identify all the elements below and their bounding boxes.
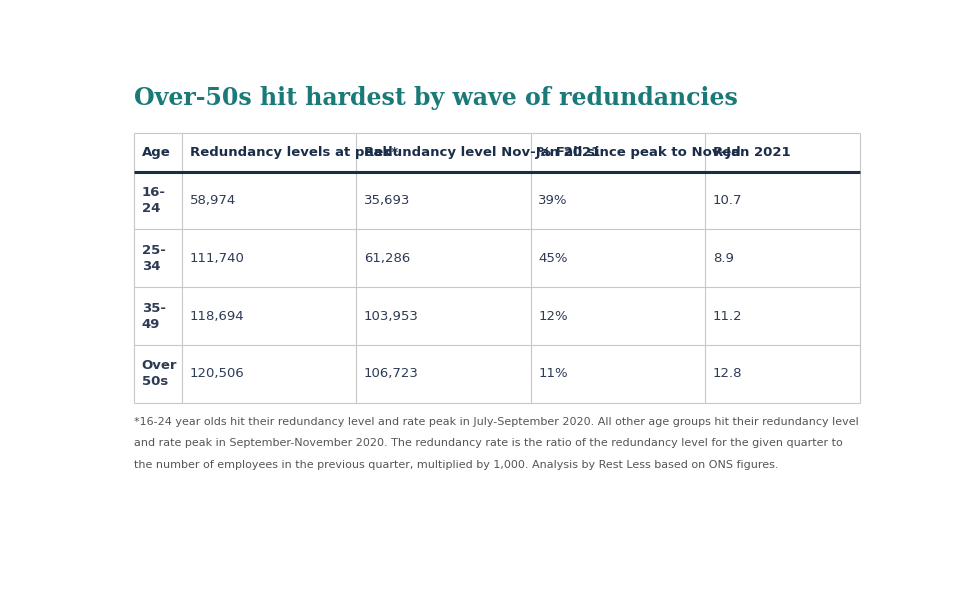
Text: 103,953: 103,953 (364, 310, 419, 322)
Text: 35-
49: 35- 49 (142, 301, 166, 331)
Text: Age: Age (142, 146, 171, 159)
Text: % Fall since peak to Nov-Jan 2021: % Fall since peak to Nov-Jan 2021 (538, 146, 791, 159)
Text: 8.9: 8.9 (713, 252, 734, 265)
Text: 35,693: 35,693 (364, 194, 410, 207)
Text: the number of employees in the previous quarter, multiplied by 1,000. Analysis b: the number of employees in the previous … (134, 460, 779, 470)
Text: 12%: 12% (538, 310, 568, 322)
Text: 39%: 39% (538, 194, 568, 207)
Text: 16-
24: 16- 24 (142, 186, 166, 215)
Text: 11%: 11% (538, 367, 568, 380)
Text: Redundancy level Nov-Jan 2021: Redundancy level Nov-Jan 2021 (364, 146, 600, 159)
Text: Red: Red (713, 146, 741, 159)
Text: 25-
34: 25- 34 (142, 244, 166, 273)
Bar (134, 133, 860, 403)
Text: 106,723: 106,723 (364, 367, 419, 380)
Text: 11.2: 11.2 (713, 310, 742, 322)
Text: 58,974: 58,974 (190, 194, 236, 207)
Text: 45%: 45% (538, 252, 568, 265)
Text: Over
50s: Over 50s (142, 359, 177, 389)
Text: Over-50s hit hardest by wave of redundancies: Over-50s hit hardest by wave of redundan… (134, 85, 737, 109)
Text: 61,286: 61,286 (364, 252, 410, 265)
Text: 10.7: 10.7 (713, 194, 742, 207)
Text: *16-24 year olds hit their redundancy level and rate peak in July-September 2020: *16-24 year olds hit their redundancy le… (134, 417, 858, 427)
Text: 120,506: 120,506 (190, 367, 245, 380)
Text: 111,740: 111,740 (190, 252, 245, 265)
Text: 12.8: 12.8 (713, 367, 742, 380)
Text: 118,694: 118,694 (190, 310, 245, 322)
Text: and rate peak in September-November 2020. The redundancy rate is the ratio of th: and rate peak in September-November 2020… (134, 438, 843, 448)
Text: Redundancy levels at peak*: Redundancy levels at peak* (190, 146, 398, 159)
